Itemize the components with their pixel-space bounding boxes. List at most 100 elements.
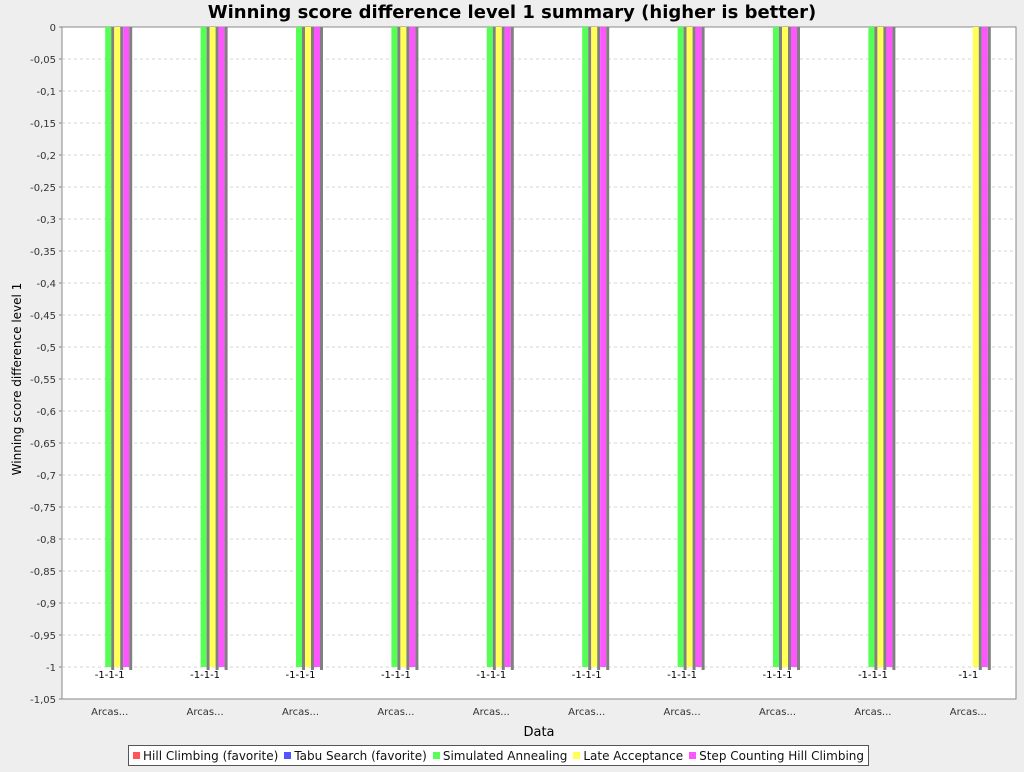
bar — [296, 27, 302, 667]
bar — [773, 27, 779, 667]
bar-shadow — [492, 27, 496, 670]
x-tick-label: Arcas... — [377, 707, 414, 718]
bar-shadow — [397, 27, 401, 670]
data-label: -1-1 — [958, 670, 978, 681]
y-tick-label: -1,05 — [30, 695, 56, 706]
bar-shadow — [987, 27, 991, 670]
x-tick-label: Arcas... — [282, 707, 319, 718]
y-tick-label: -0,7 — [36, 471, 56, 482]
x-tick-label: Arcas... — [91, 707, 128, 718]
bar-shadow — [606, 27, 610, 670]
bar — [314, 27, 320, 667]
bar-shadow — [206, 27, 210, 670]
bar-shadow — [588, 27, 592, 670]
bar-shadow — [224, 27, 228, 670]
bars — [105, 27, 991, 670]
bar-shadow — [320, 27, 323, 670]
x-tick-label: Arcas... — [187, 707, 224, 718]
bar-shadow — [406, 27, 410, 670]
bar — [400, 27, 407, 667]
bar — [972, 27, 979, 667]
bar — [105, 27, 112, 667]
data-label: -1-1-1 — [286, 670, 316, 681]
y-tick-label: -0,35 — [30, 247, 56, 258]
bar-shadow — [797, 27, 800, 670]
bar — [877, 27, 884, 667]
bar-shadow — [978, 27, 982, 670]
bar — [123, 27, 130, 667]
data-label: -1-1-1 — [763, 670, 793, 681]
legend-swatch — [432, 752, 440, 759]
bar-shadow — [120, 27, 124, 670]
bar — [391, 27, 398, 667]
bar — [504, 27, 511, 667]
x-tick-label: Arcas... — [473, 707, 510, 718]
bar-shadow — [311, 27, 314, 670]
y-tick-label: -0,6 — [36, 407, 56, 418]
bar-shadow — [415, 27, 419, 670]
bar — [600, 27, 607, 667]
y-axis-ticks: 0 -0,05 -0,1 -0,15 -0,2 -0,25 -0,3 -0,35 -0,4 -0,… — [30, 23, 62, 706]
bar — [114, 27, 121, 667]
bar-shadow — [892, 27, 896, 670]
bar — [209, 27, 216, 667]
y-tick-label: -1 — [46, 663, 56, 674]
bar-shadow — [874, 27, 878, 670]
legend-label: Hill Climbing (favorite) — [143, 748, 279, 763]
bar-shadow — [701, 27, 705, 670]
y-tick-label: -0,9 — [36, 599, 56, 610]
bar-shadow — [302, 27, 305, 670]
y-tick-label: 0 — [50, 23, 56, 34]
legend-swatch — [689, 752, 697, 759]
legend-swatch — [284, 752, 292, 759]
data-labels: -1-1-1 -1-1-1 -1-1-1 -1-1-1 -1-1-1 -1-1-1 -1-1… — [95, 670, 979, 681]
legend-label: Tabu Search (favorite) — [294, 748, 427, 763]
data-label: -1-1-1 — [381, 670, 411, 681]
bar — [782, 27, 788, 667]
y-tick-label: -0,55 — [30, 375, 56, 386]
bar — [695, 27, 702, 667]
legend-item: Simulated Annealing — [432, 749, 567, 763]
x-tick-label: Arcas... — [950, 707, 987, 718]
data-label: -1-1-1 — [572, 670, 602, 681]
x-tick-label: Arcas... — [759, 707, 796, 718]
data-label: -1-1-1 — [95, 670, 125, 681]
legend-label: Late Acceptance — [583, 748, 684, 763]
bar — [591, 27, 598, 667]
y-tick-label: -0,15 — [30, 119, 56, 130]
bar-shadow — [788, 27, 791, 670]
legend-label: Step Counting Hill Climbing — [699, 748, 865, 763]
bar — [686, 27, 693, 667]
y-axis-title: Winning score difference level 1 — [10, 283, 24, 476]
bar-shadow — [510, 27, 514, 670]
x-tick-label: Arcas... — [568, 707, 605, 718]
bar — [409, 27, 416, 667]
y-tick-label: -0,65 — [30, 439, 56, 450]
y-tick-label: -0,25 — [30, 183, 56, 194]
x-tick-label: Arcas... — [664, 707, 701, 718]
bar — [486, 27, 493, 667]
bar-shadow — [779, 27, 782, 670]
chart-title: Winning score difference level 1 summary… — [208, 2, 816, 23]
bar-shadow — [111, 27, 115, 670]
y-tick-label: -0,95 — [30, 631, 56, 642]
x-axis-ticks: Arcas... Arcas... Arcas... Arcas... Arcas...… — [91, 707, 987, 718]
bar — [495, 27, 502, 667]
bar — [677, 27, 684, 667]
data-label: -1-1-1 — [476, 670, 506, 681]
legend-item: Step Counting Hill Climbing — [689, 749, 864, 763]
x-tick-label: Arcas... — [854, 707, 891, 718]
legend-swatch — [573, 752, 581, 759]
y-tick-label: -0,75 — [30, 503, 56, 514]
y-tick-label: -0,3 — [36, 215, 56, 226]
y-tick-label: -0,5 — [36, 343, 56, 354]
data-label: -1-1-1 — [858, 670, 888, 681]
y-tick-label: -0,05 — [30, 55, 56, 66]
bar — [305, 27, 311, 667]
gridlines — [62, 58, 1016, 668]
bar-shadow — [215, 27, 219, 670]
bar — [218, 27, 225, 667]
y-tick-label: -0,2 — [36, 151, 56, 162]
